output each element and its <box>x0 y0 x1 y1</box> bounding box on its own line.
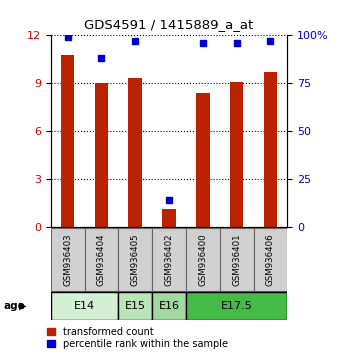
Bar <box>61 55 74 227</box>
Bar <box>128 78 142 227</box>
Bar <box>162 209 176 227</box>
FancyBboxPatch shape <box>84 228 118 291</box>
Title: GDS4591 / 1415889_a_at: GDS4591 / 1415889_a_at <box>84 18 254 32</box>
Text: GSM936401: GSM936401 <box>232 233 241 286</box>
FancyBboxPatch shape <box>51 292 118 320</box>
Text: GSM936402: GSM936402 <box>165 233 173 286</box>
Text: GSM936400: GSM936400 <box>198 233 207 286</box>
Text: E14: E14 <box>74 301 95 311</box>
Text: GSM936406: GSM936406 <box>266 233 275 286</box>
Text: age: age <box>3 301 25 311</box>
FancyBboxPatch shape <box>186 228 220 291</box>
Bar <box>95 83 108 227</box>
Text: E16: E16 <box>159 301 179 311</box>
FancyBboxPatch shape <box>51 228 84 291</box>
FancyBboxPatch shape <box>152 292 186 320</box>
Bar <box>230 81 243 227</box>
FancyBboxPatch shape <box>152 228 186 291</box>
Text: GSM936403: GSM936403 <box>63 233 72 286</box>
Text: GSM936404: GSM936404 <box>97 233 106 286</box>
Bar <box>196 93 210 227</box>
FancyBboxPatch shape <box>118 292 152 320</box>
Text: E15: E15 <box>125 301 146 311</box>
Text: E17.5: E17.5 <box>221 301 252 311</box>
FancyBboxPatch shape <box>254 228 287 291</box>
FancyBboxPatch shape <box>186 292 287 320</box>
Text: ▶: ▶ <box>19 301 26 311</box>
Bar <box>264 72 277 227</box>
FancyBboxPatch shape <box>118 228 152 291</box>
Text: GSM936405: GSM936405 <box>131 233 140 286</box>
Legend: transformed count, percentile rank within the sample: transformed count, percentile rank withi… <box>47 327 228 349</box>
FancyBboxPatch shape <box>220 228 254 291</box>
